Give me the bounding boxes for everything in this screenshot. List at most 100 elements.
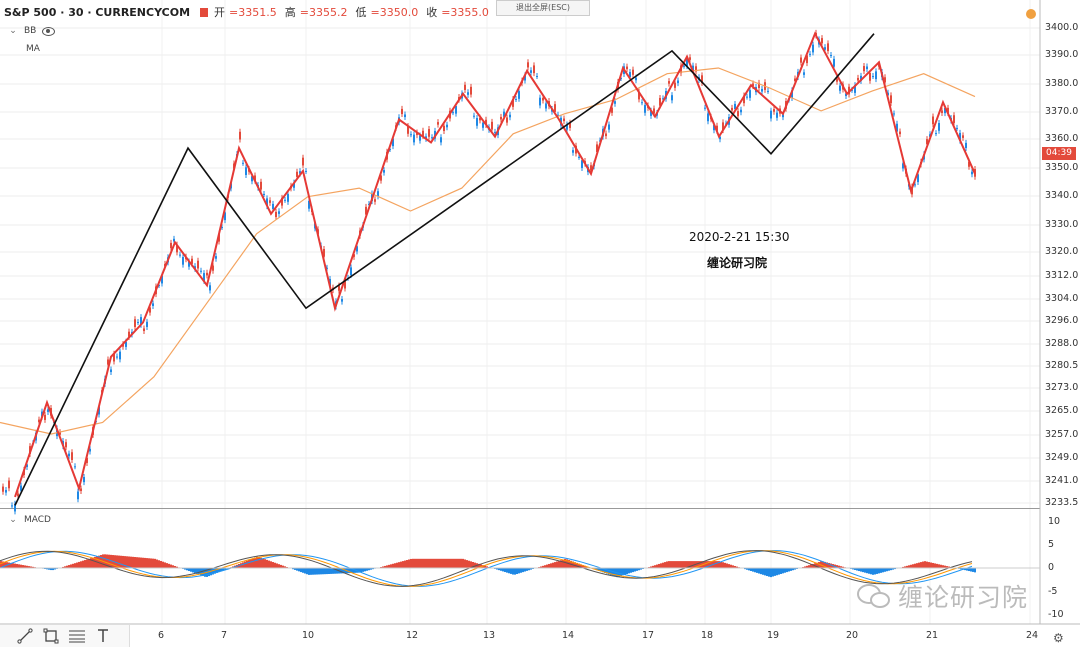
candle xyxy=(203,273,205,281)
candle xyxy=(740,109,742,113)
fib-tool-icon[interactable] xyxy=(68,627,86,645)
candle xyxy=(800,57,802,63)
macd-histogram-bar xyxy=(660,563,662,568)
macd-histogram-bar xyxy=(478,563,480,568)
macd-histogram-bar xyxy=(728,564,730,568)
macd-histogram-bar xyxy=(394,563,396,568)
macd-histogram-bar xyxy=(400,561,402,568)
macd-histogram-bar xyxy=(90,558,92,568)
macd-histogram-bar xyxy=(70,564,72,568)
macd-histogram-bar xyxy=(246,560,248,568)
macd-histogram-bar xyxy=(678,561,680,568)
candle xyxy=(851,89,853,91)
macd-histogram-bar xyxy=(404,560,406,568)
candle xyxy=(293,182,295,188)
candle xyxy=(803,72,805,75)
candle xyxy=(539,97,541,106)
candle xyxy=(812,44,814,53)
candle xyxy=(59,432,61,435)
text-tool-icon[interactable] xyxy=(94,627,112,645)
macd-histogram-bar xyxy=(640,568,642,570)
macd-histogram-bar xyxy=(720,561,722,568)
candle xyxy=(161,275,163,284)
macd-histogram-bar xyxy=(474,562,476,568)
macd-histogram-bar xyxy=(886,568,888,572)
flag-icon[interactable] xyxy=(200,7,209,17)
macd-label[interactable]: MACD xyxy=(24,515,51,525)
macd-histogram-bar xyxy=(168,563,170,568)
candle xyxy=(128,331,130,337)
macd-histogram-bar xyxy=(256,556,258,568)
macd-tick-label: -10 xyxy=(1048,609,1064,620)
candle xyxy=(809,53,811,55)
price-tick-label: 3390.0 xyxy=(1045,49,1079,60)
candle xyxy=(269,200,271,203)
candle xyxy=(893,113,895,115)
macd-histogram-bar xyxy=(442,558,444,568)
candle xyxy=(431,137,433,139)
macd-histogram-bar xyxy=(164,562,166,568)
macd-histogram-bar xyxy=(580,564,582,568)
candle xyxy=(506,117,508,123)
candle xyxy=(821,38,823,44)
chevron-down-icon[interactable]: ⌄ xyxy=(9,515,17,525)
macd-histogram-bar xyxy=(948,566,950,568)
macd-histogram-bar xyxy=(254,557,256,568)
macd-histogram-bar xyxy=(324,568,326,575)
macd-histogram-bar xyxy=(384,565,386,568)
macd-line xyxy=(0,550,973,587)
macd-histogram-bar xyxy=(716,561,718,568)
macd-histogram-bar xyxy=(340,568,342,574)
chevron-down-icon[interactable]: ⌄ xyxy=(9,26,17,36)
candle xyxy=(296,171,298,177)
macd-histogram-bar xyxy=(584,565,586,568)
macd-histogram-bar xyxy=(922,561,924,568)
bb-label[interactable]: BB xyxy=(24,26,37,36)
eye-icon[interactable] xyxy=(42,26,56,36)
candle xyxy=(872,76,874,78)
macd-histogram-bar xyxy=(386,565,388,568)
exit-fullscreen-button[interactable]: 退出全屏(ESC) xyxy=(496,0,590,16)
candle xyxy=(491,121,493,130)
price-tick-label: 3340.0 xyxy=(1045,190,1079,201)
candle xyxy=(281,197,283,206)
macd-histogram-bar xyxy=(544,565,546,568)
macd-histogram-bar xyxy=(452,558,454,568)
candle xyxy=(494,131,496,133)
macd-histogram-bar xyxy=(454,558,456,568)
clock-icon[interactable] xyxy=(1026,9,1036,19)
macd-histogram-bar xyxy=(88,558,90,568)
macd-histogram-bar xyxy=(704,561,706,568)
macd-histogram-bar xyxy=(682,561,684,568)
candle xyxy=(389,148,391,150)
candle xyxy=(896,123,898,132)
macd-histogram-bar xyxy=(676,561,678,568)
indicator-macd-row[interactable]: ⌄ MACD xyxy=(8,515,51,525)
macd-histogram-bar xyxy=(116,555,118,568)
macd-histogram-bar xyxy=(944,565,946,568)
macd-histogram-bar xyxy=(518,568,520,574)
candle xyxy=(887,92,889,96)
macd-histogram-bar xyxy=(968,568,970,572)
macd-histogram-bar xyxy=(248,559,250,568)
macd-histogram-bar xyxy=(946,566,948,568)
close-label: 收 xyxy=(426,6,438,19)
candle xyxy=(149,307,151,313)
macd-histogram-bar xyxy=(808,565,810,568)
symbol-title[interactable]: S&P 500 · 30 · CURRENCYCOM xyxy=(4,5,191,19)
gear-icon[interactable]: ⚙ xyxy=(1053,631,1064,645)
macd-histogram-bar xyxy=(862,568,864,573)
macd-histogram-bar xyxy=(636,568,638,571)
candle xyxy=(125,341,127,347)
macd-histogram-bar xyxy=(530,568,532,570)
macd-histogram-bar xyxy=(776,568,778,576)
indicator-ma-row[interactable]: MA xyxy=(26,44,40,54)
ma-label[interactable]: MA xyxy=(26,44,40,54)
rectangle-tool-icon[interactable] xyxy=(42,627,60,645)
line-tool-icon[interactable] xyxy=(16,627,34,645)
macd-histogram-bar xyxy=(928,562,930,568)
macd-histogram-bar xyxy=(134,557,136,568)
candle xyxy=(74,466,76,468)
indicator-bb-row[interactable]: ⌄ BB xyxy=(8,26,56,36)
